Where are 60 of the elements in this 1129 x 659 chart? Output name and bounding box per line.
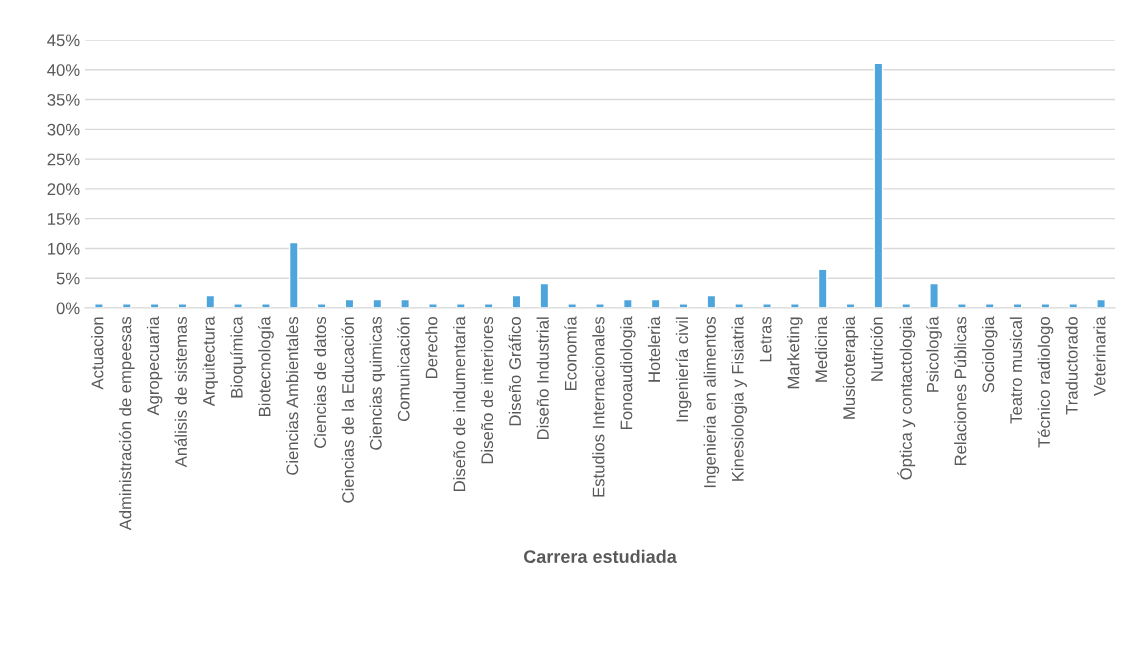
x-tick-label: Ciencias de la Educación bbox=[341, 317, 354, 503]
bar bbox=[288, 241, 299, 308]
bar bbox=[929, 282, 939, 308]
x-tick-label: Nutrición bbox=[870, 317, 883, 381]
y-tick-label: 30% bbox=[47, 123, 80, 136]
x-tick-label: Kinesiologia y Fisiatria bbox=[731, 316, 747, 481]
x-tick-label: Diseño Industrial bbox=[536, 317, 549, 440]
x-tick-label: Hoteleria bbox=[647, 316, 661, 382]
bar bbox=[539, 282, 550, 308]
bar bbox=[706, 294, 717, 308]
x-tick-label: Letras bbox=[759, 316, 772, 362]
x-tick-label: Economía bbox=[564, 316, 577, 390]
y-tick-label: 0% bbox=[56, 302, 80, 315]
x-tick-label: Marketing bbox=[787, 317, 803, 389]
bar bbox=[622, 298, 633, 308]
x-tick-label: Sociologia bbox=[981, 316, 998, 393]
y-tick-label: 5% bbox=[56, 272, 80, 285]
y-tick-label: 10% bbox=[48, 242, 80, 255]
x-tick-label: Derecho bbox=[425, 317, 438, 378]
x-tick-label: Traductorado bbox=[1065, 317, 1078, 415]
x-tick-label: Comunicación bbox=[397, 317, 410, 422]
x-tick-label: Actuacion bbox=[91, 317, 104, 390]
x-tick-label: Musicoterapia bbox=[842, 316, 859, 419]
x-tick-label: Ciencias Ambientales bbox=[286, 316, 299, 475]
x-tick-label: Psicología bbox=[926, 316, 942, 392]
y-tick-label: 25% bbox=[47, 153, 80, 166]
x-tick-label: Administración de empeesas bbox=[118, 316, 135, 531]
x-tick-label: Bioquímica bbox=[230, 316, 246, 398]
bar bbox=[650, 298, 661, 308]
bar bbox=[400, 298, 411, 308]
bar bbox=[817, 268, 828, 308]
x-tick-label: Fonoaudiologia bbox=[620, 316, 636, 429]
y-tick-label: 15% bbox=[48, 213, 80, 225]
bar bbox=[372, 298, 383, 308]
x-tick-label: Análisis de sistemas bbox=[174, 316, 187, 468]
x-tick-label: Diseño de interiores bbox=[480, 316, 494, 464]
x-tick-label: Diseño Gráfico bbox=[508, 317, 521, 426]
x-tick-label: Teatro musical bbox=[1009, 317, 1023, 424]
x-tick-label: Ingenieria en alimentos bbox=[703, 316, 720, 488]
x-tick-label: Medicina bbox=[814, 316, 828, 382]
y-tick-label: 45% bbox=[47, 34, 80, 47]
x-tick-label: Técnico radiologo bbox=[1037, 317, 1054, 448]
y-tick-label: 40% bbox=[47, 64, 80, 76]
x-tick-label: Ciencias de datos bbox=[313, 316, 327, 448]
bar bbox=[205, 294, 216, 308]
y-tick-label: 20% bbox=[47, 183, 80, 196]
x-tick-label: Óptica y contactologia bbox=[897, 316, 916, 480]
bar bbox=[873, 62, 884, 308]
y-tick-label: 35% bbox=[47, 93, 80, 106]
x-tick-label: Biotecnología bbox=[258, 316, 274, 416]
x-axis-title: Carrera estudiada bbox=[523, 549, 677, 564]
x-tick-label: Ingeniería civil bbox=[675, 317, 692, 422]
x-tick-label: Ciencias quimicas bbox=[369, 316, 386, 450]
x-tick-label: Arquitectura bbox=[202, 316, 219, 407]
x-tick-label: Estudios Internacionales bbox=[592, 316, 605, 497]
x-tick-label: Diseño de indumentaria bbox=[453, 316, 466, 491]
x-tick-label: Veterinaria bbox=[1093, 316, 1106, 396]
x-tick-label: Agropecuaria bbox=[146, 316, 163, 416]
bar bbox=[1096, 298, 1106, 308]
x-tick-label: Relaciones Públicas bbox=[953, 316, 967, 466]
